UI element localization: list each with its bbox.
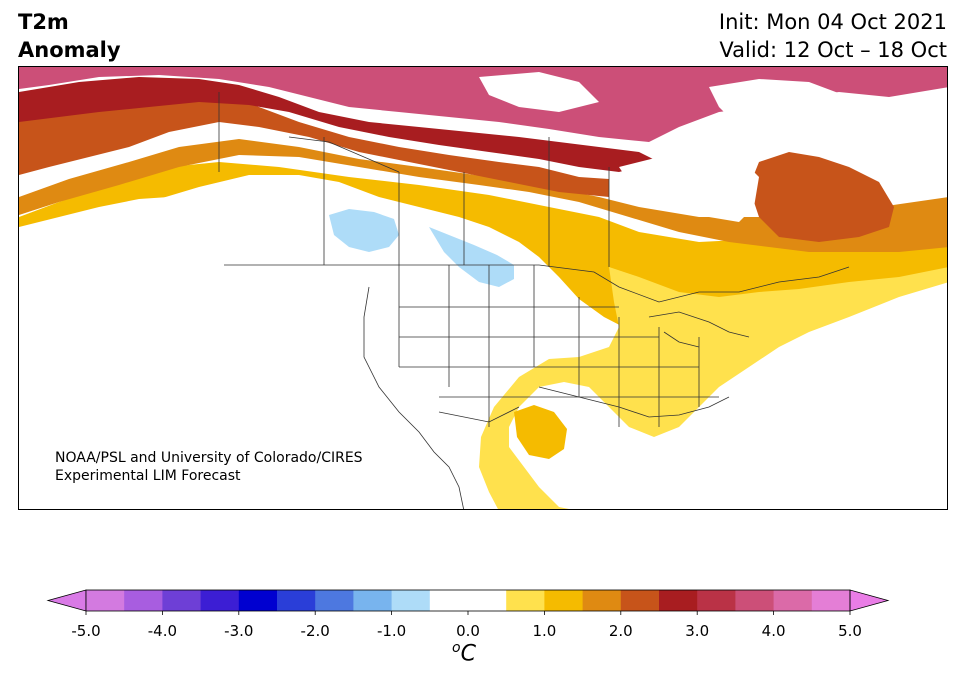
colorbar — [46, 589, 890, 615]
forecast-dates: Init: Mon 04 Oct 2021 Valid: 12 Oct – 18… — [719, 8, 947, 64]
colorbar-tick-label: -3.0 — [224, 622, 254, 640]
colorbar-tick-label: -1.0 — [376, 622, 407, 640]
borders — [218, 92, 850, 509]
credit-line-1: NOAA/PSL and University of Colorado/CIRE… — [55, 450, 363, 466]
colorbar-segment — [659, 590, 698, 611]
mexico-border — [438, 406, 520, 423]
colorbar-tick-label: 0.0 — [456, 622, 480, 640]
colorbar-tick-label: 2.0 — [608, 622, 633, 640]
colorbar-unit: oC — [452, 640, 476, 666]
alaska-west-water — [19, 197, 189, 249]
credit-line-2: Experimental LIM Forecast — [55, 468, 241, 484]
colorbar-segment — [735, 590, 775, 611]
colorbar-segment — [811, 590, 851, 611]
anomaly-region-gold-mexico — [514, 405, 567, 459]
province-lines — [288, 136, 610, 267]
canada-us-border — [224, 264, 850, 303]
colorbar-segment — [391, 590, 431, 611]
title-line-2: Anomaly — [18, 38, 121, 62]
colorbar-segment — [353, 590, 393, 611]
colorbar-segment — [86, 590, 125, 611]
anomaly-map — [18, 66, 948, 510]
map-title: T2m Anomaly — [18, 8, 121, 64]
colorbar-segment — [544, 590, 584, 611]
anomaly-region-dark-orange — [19, 85, 609, 197]
colorbar-segment — [124, 590, 163, 611]
init-date: Init: Mon 04 Oct 2021 — [718, 10, 947, 34]
anomaly-region-yellow — [479, 267, 947, 509]
colorbar-high-extend — [849, 589, 890, 612]
colorbar-tick-label: 4.0 — [761, 622, 786, 640]
anomaly-region-magenta — [19, 67, 947, 142]
credit-text: NOAA/PSL and University of Colorado/CIRE… — [55, 449, 363, 485]
colorbar-segment — [277, 590, 316, 611]
us-state-lines — [398, 265, 719, 427]
title-line-1: T2m — [18, 10, 69, 34]
map-canvas — [19, 67, 947, 509]
colorbar-segment — [315, 590, 354, 611]
us-west-coast — [363, 286, 464, 509]
gulf-coast — [538, 386, 730, 418]
colorbar-tick-label: -2.0 — [300, 622, 330, 640]
colorbar-low-extend — [46, 589, 87, 612]
colorbar-segment — [238, 590, 278, 611]
arctic-water — [479, 72, 599, 112]
colorbar-tick-label: -4.0 — [147, 622, 178, 640]
colorbar-tick-label: 1.0 — [532, 622, 557, 640]
unit-degree: o — [452, 640, 461, 656]
colorbar-segment — [468, 590, 507, 611]
colorbar-segment — [773, 590, 813, 611]
colorbar-segment — [162, 590, 202, 611]
colorbar-segment — [620, 590, 660, 611]
colorbar-tick-label: 3.0 — [685, 622, 710, 640]
anomaly-region-dark-orange-quebec — [749, 152, 894, 242]
colorbar-tick-label: 5.0 — [838, 622, 862, 640]
valid-range: Valid: 12 Oct – 18 Oct — [719, 38, 947, 62]
great-lakes — [648, 311, 750, 348]
anomaly-region-red — [19, 77, 659, 172]
hudson-bay — [619, 152, 759, 222]
colorbar-tick-label: -5.0 — [71, 622, 101, 640]
colorbar-segment — [582, 590, 622, 611]
greenland-area — [709, 79, 869, 147]
colorbar-segment — [200, 590, 240, 611]
unit-letter: C — [460, 641, 476, 667]
colorbar-segment — [429, 590, 469, 611]
colorbar-segment — [697, 590, 736, 611]
anomaly-region-orange — [19, 139, 947, 252]
colorbar-segment — [506, 590, 545, 611]
anomaly-region-light-blue-2 — [429, 227, 514, 287]
anomaly-region-light-blue-1 — [329, 209, 399, 252]
